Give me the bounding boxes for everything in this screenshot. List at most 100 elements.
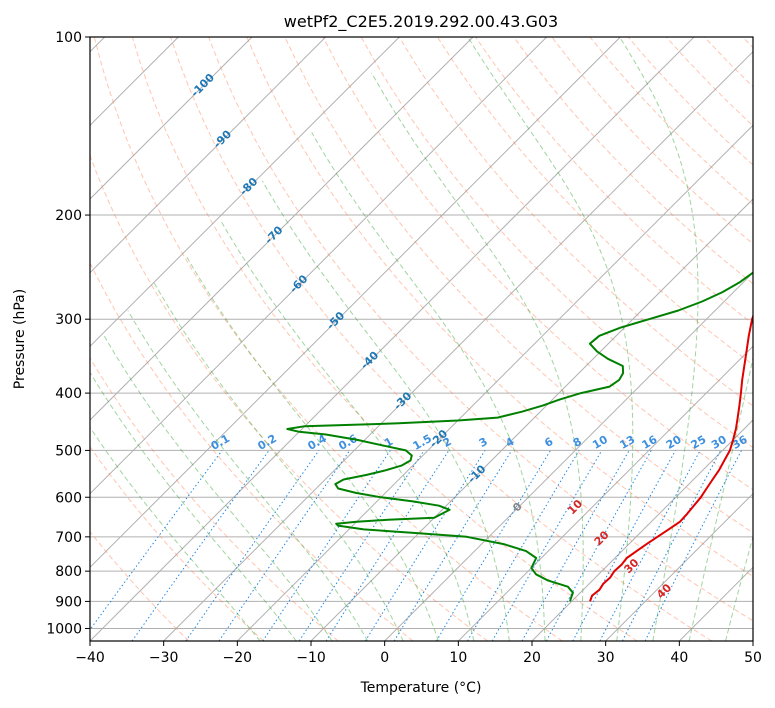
mixing-ratio-line [621,450,722,641]
mixing-ratio-line [90,450,223,631]
x-tick-label: −30 [149,650,179,666]
mixing-ratio-line [131,450,270,641]
dry-adiabat-line [589,37,753,205]
dry-adiabat-line [322,37,753,491]
x-tick-label: 30 [597,650,615,666]
dry-adiabat-label: -80 [237,175,260,198]
moist-adiabat-line [371,72,584,641]
x-tick-label: −10 [296,650,326,666]
isotherm-gridline [310,198,753,641]
x-tick-label: 20 [523,650,541,666]
isotherm-gridline [90,37,695,641]
y-tick-label: 100 [55,30,82,46]
y-tick-label: 400 [55,386,82,402]
dry-adiabat-line [90,261,414,641]
isotherm-gridline [90,37,621,569]
dry-adiabat-label: -100 [188,71,217,100]
mixing-ratio-label: 0.2 [256,432,279,453]
moist-adiabat-line [127,310,369,641]
isotherm-gridline [236,124,753,641]
isotherm-gridline [90,37,548,495]
isotherm-gridline [678,566,753,641]
moist-adiabat-line [90,371,297,641]
mixing-ratio-line [545,450,652,641]
isotherm-gridline [457,345,753,641]
dry-adiabat-label: -40 [358,348,381,371]
isotherm-gridline [384,271,753,641]
dry-adiabat-line [513,37,753,285]
moist-adiabat-line [90,426,261,641]
y-tick-label: 600 [55,490,82,506]
isotherm-gridline [90,37,327,274]
y-tick-label: 800 [55,564,82,580]
mixing-ratio-label: 6 [542,435,555,450]
dry-adiabat-line [90,445,264,641]
x-tick-label: 0 [380,650,389,666]
dry-adiabat-label: 0 [510,500,525,515]
moist-adiabat-line [619,37,699,641]
isotherm-gridline [163,50,753,641]
isotherm-gridline [90,37,474,421]
isotherm-gridline [90,37,253,200]
moist-adiabat-line [467,37,634,641]
x-tick-label: 50 [744,650,762,666]
dry-adiabat-line [551,37,753,245]
isotherm-gridline [752,640,753,641]
dry-adiabat-label: -50 [324,309,347,332]
mixing-ratio-line [435,450,552,641]
mixing-ratio-line [185,450,320,641]
mixing-ratio-line [262,450,391,641]
x-tick-label: 10 [449,650,467,666]
moist-adiabat-line [220,221,475,641]
y-tick-label: 900 [55,594,82,610]
mixing-ratio-label: 3 [477,435,490,450]
dry-adiabat-label: -70 [262,223,285,246]
isotherm-gridline [605,492,753,641]
dry-adiabat-line [90,530,190,641]
y-tick-label: 700 [55,530,82,546]
mixing-ratio-label: 0.6 [336,432,360,453]
dewpoint-profile-line [286,271,753,602]
moist-adiabat-line [311,132,546,641]
dry-adiabat-label: -10 [465,462,488,485]
dry-adiabat-line [246,37,753,577]
moist-adiabat-label: 20 [592,528,612,548]
isotherm-gridline [531,419,753,641]
mixing-ratio-line [599,450,701,641]
y-tick-label: 500 [55,443,82,459]
mixing-ratio-line [644,450,742,641]
mixing-ratio-line [325,450,450,641]
y-tick-label: 300 [55,312,82,328]
mixing-ratio-line [393,450,513,641]
dry-adiabat-line [131,37,638,641]
x-axis-label: Temperature (°C) [360,680,482,696]
y-tick-label: 1000 [46,621,82,637]
dry-adiabat-line [93,37,563,641]
mixing-ratio-line [521,450,630,641]
dry-adiabat-line [90,357,339,641]
dry-adiabat-label: -90 [211,127,234,150]
mixing-ratio-label: 13 [618,433,638,452]
isotherm-gridline [90,37,400,348]
mixing-ratio-line [218,450,351,641]
moist-adiabat-line [261,180,510,641]
dry-adiabat-line [360,37,753,449]
mixing-ratio-line [572,450,676,641]
y-axis-label: Pressure (hPa) [12,289,28,389]
dry-adiabat-line [284,37,753,534]
mixing-ratio-label: 16 [640,433,660,452]
mixing-ratio-label: 10 [590,433,610,452]
moist-adiabat-line [725,534,753,641]
x-tick-label: 40 [670,650,688,666]
mixing-ratio-label: 25 [689,433,709,452]
moist-adiabat-line [186,256,439,641]
y-tick-label: 200 [55,208,82,224]
dry-adiabat-line [703,37,753,88]
x-tick-label: −20 [223,650,253,666]
moist-adiabat-line [153,282,404,641]
dry-adiabat-line [436,37,753,366]
plot-frame [89,36,754,642]
dry-adiabat-line [170,37,712,641]
x-tick-label: −40 [75,650,105,666]
chart-title: wetPf2_C2E5.2019.292.00.43.G03 [284,12,558,32]
